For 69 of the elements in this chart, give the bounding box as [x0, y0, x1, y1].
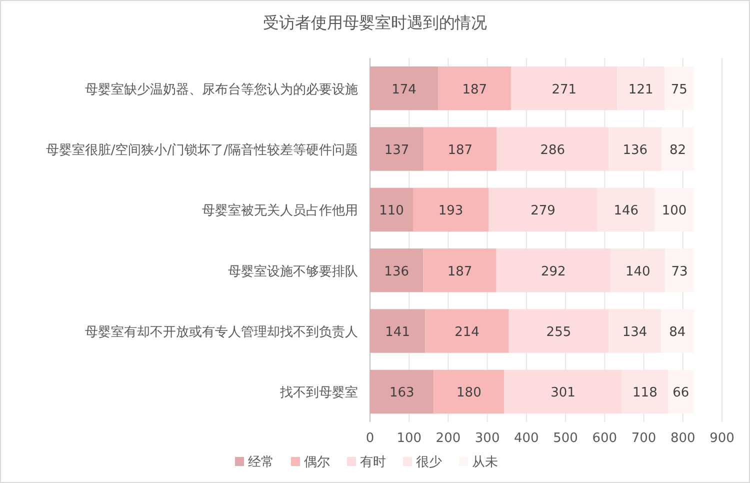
data-label: 286 [540, 143, 566, 158]
x-tick-label: 100 [396, 431, 422, 446]
data-label: 214 [454, 325, 480, 340]
x-tick-label: 900 [710, 431, 734, 446]
bar [370, 188, 414, 232]
bar [664, 66, 694, 110]
data-label: 140 [625, 264, 650, 280]
data-label: 141 [385, 325, 410, 340]
data-label: 255 [546, 325, 572, 340]
bar [668, 370, 694, 414]
bar [660, 309, 694, 353]
bar [438, 66, 512, 110]
data-label: 292 [541, 264, 566, 280]
data-label: 137 [384, 143, 410, 158]
y-tick-label: 找不到母婴室 [279, 384, 358, 401]
legend-label: 经常 [248, 455, 274, 470]
data-label: 66 [672, 386, 690, 401]
bar [665, 248, 694, 292]
x-tick-label: 300 [474, 431, 500, 446]
bar [425, 309, 509, 353]
legend-label: 从未 [472, 455, 498, 470]
data-label: 187 [448, 143, 473, 158]
data-label: 134 [622, 325, 648, 340]
data-label: 118 [632, 386, 658, 401]
x-tick-label: 600 [592, 431, 618, 446]
x-tick-label: 500 [553, 431, 578, 446]
data-label: 84 [669, 325, 686, 340]
data-label: 279 [530, 204, 556, 219]
chart-title: 受访者使用母婴室时遇到的情况 [263, 13, 487, 32]
data-label: 121 [628, 82, 654, 98]
bar [654, 188, 694, 232]
bar [423, 248, 496, 292]
data-label: 110 [379, 204, 404, 219]
data-label: 163 [389, 386, 414, 401]
data-label: 75 [670, 82, 688, 98]
data-label: 301 [550, 386, 576, 401]
data-label: 136 [622, 143, 648, 158]
legend-label: 有时 [360, 455, 386, 470]
y-tick-label: 母婴室缺少温奶器、尿布台等您认为的必要设施 [85, 81, 358, 98]
data-label: 187 [447, 264, 472, 280]
x-tick-label: 700 [631, 431, 656, 446]
data-label: 180 [456, 386, 482, 401]
y-tick-label: 母婴室设施不够要排队 [228, 263, 358, 280]
x-tick-label: 800 [670, 431, 696, 446]
data-label: 100 [662, 204, 687, 219]
bar [370, 127, 424, 171]
bar [413, 188, 489, 232]
x-tick-label: 0 [366, 431, 374, 446]
data-label: 271 [552, 82, 577, 98]
legend-label: 偶尔 [304, 455, 330, 470]
bar [370, 370, 434, 414]
bar [370, 309, 426, 353]
bar [434, 370, 504, 414]
bar [424, 127, 497, 171]
bar [370, 66, 438, 110]
y-tick-label: 母婴室很脏/空间狭小/门锁坏了/隔音性较差等硬件问题 [46, 142, 358, 158]
data-label: 136 [384, 264, 410, 280]
x-tick-label: 200 [436, 431, 461, 446]
bar [662, 127, 694, 171]
data-label: 73 [671, 264, 688, 280]
data-label: 146 [614, 204, 639, 219]
x-tick-label: 400 [514, 431, 539, 446]
y-tick-label: 母婴室被无关人员占作他用 [202, 202, 358, 219]
y-tick-label: 母婴室有却不开放或有专人管理却找不到负责人 [85, 324, 358, 340]
legend-label: 很少 [416, 455, 442, 470]
data-label: 193 [438, 204, 464, 219]
data-label: 82 [670, 143, 686, 158]
data-label: 187 [462, 82, 488, 98]
bar [370, 248, 424, 292]
